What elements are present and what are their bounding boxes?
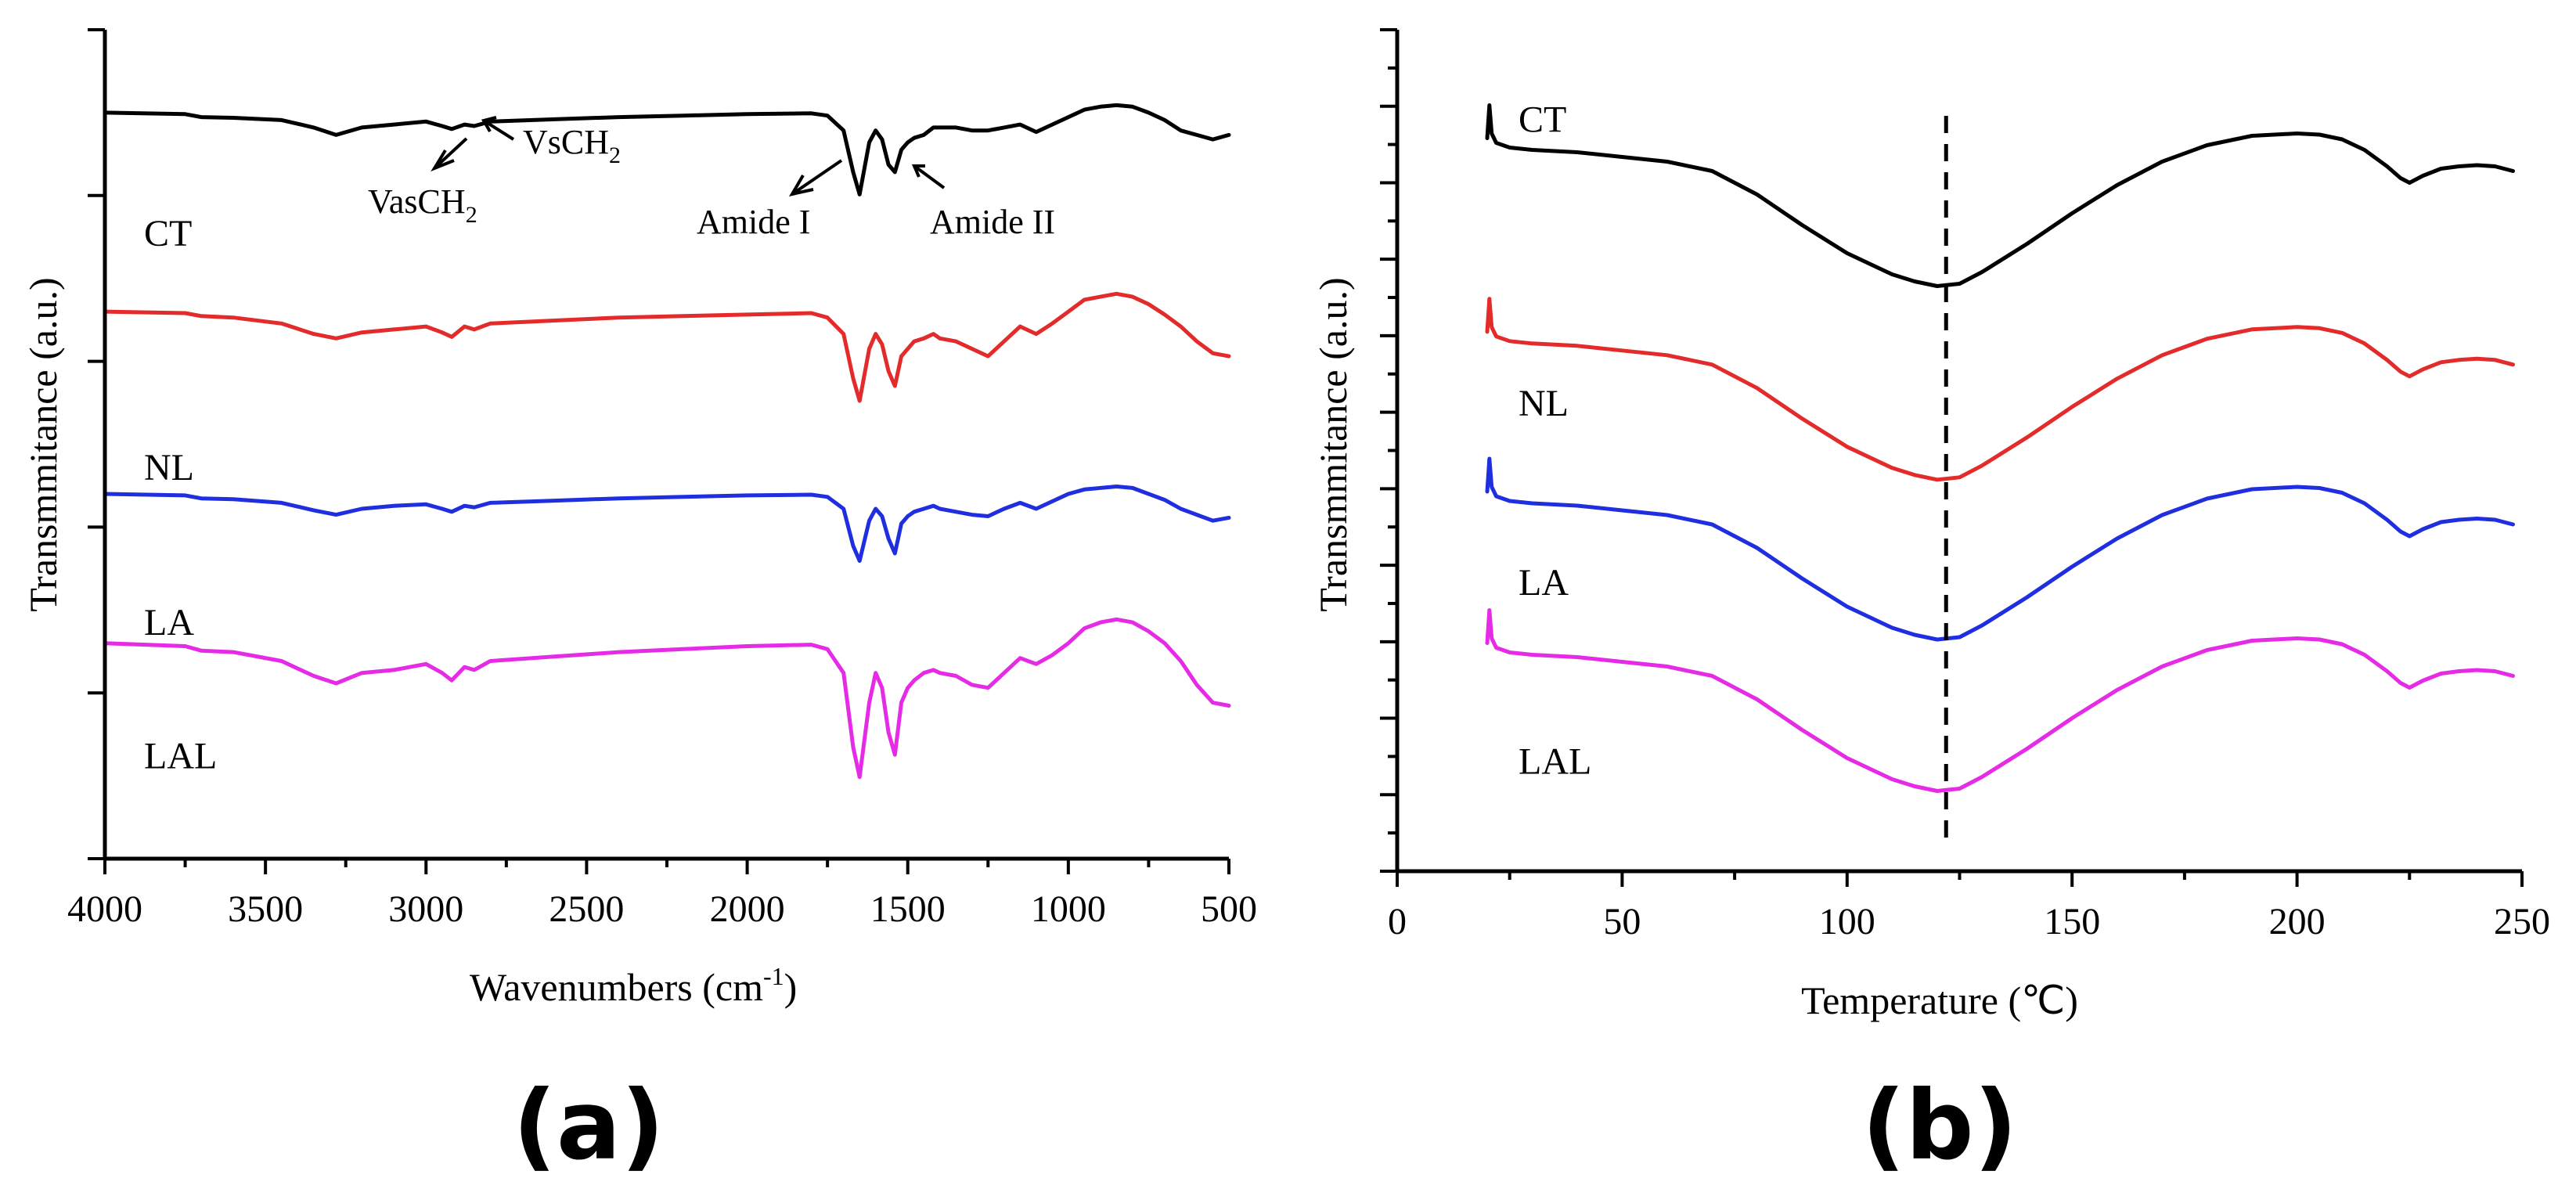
ftir-series-ct [103, 103, 1231, 196]
dsc-series-la [1485, 456, 2515, 642]
dsc-x-tick-label-0: 0 [1388, 901, 1407, 942]
arrow-amide-ii-head [911, 164, 925, 178]
dsc-series-ct [1485, 103, 2515, 288]
panel-label-a: (a) [513, 1070, 665, 1181]
dsc-label-la: LA [1519, 562, 1569, 604]
arrow-vsch2 [482, 119, 515, 141]
ftir-x-tick-label-3500: 3500 [228, 888, 303, 930]
dsc-label-ct: CT [1519, 99, 1566, 141]
ftir-y-ticks [88, 28, 105, 860]
ftir-x-tick-label-1500: 1500 [870, 888, 946, 930]
ftir-series-nl [103, 291, 1231, 403]
arrow-amide-i [791, 159, 843, 196]
dsc-series-labels: CT NL LA LAL [1519, 99, 1591, 783]
ftir-x-ticks: 4000 3500 3000 2500 2000 1500 1000 500 [67, 859, 1257, 930]
dsc-x-tick-label-100: 100 [1819, 901, 1875, 942]
ftir-x-tick-label-3000: 3000 [388, 888, 463, 930]
ftir-label-nl: NL [144, 447, 194, 488]
dsc-x-axis-title: Temperature (℃) [1801, 978, 2078, 1022]
dsc-label-nl: NL [1519, 383, 1569, 424]
dsc-series-nl [1485, 297, 2515, 482]
ftir-x-tick-label-4000: 4000 [67, 888, 142, 930]
arrow-amide-ii [913, 164, 946, 189]
ftir-panel: CT NL LA LAL 4000 3500 3000 2500 2000 1500 1000 50… [21, 28, 1257, 1181]
ftir-annotations: VasCH2 VsCH2 Amide I Amide II [368, 116, 1055, 241]
ftir-series-labels: CT NL LA LAL [144, 213, 217, 777]
ftir-x-tick-label-500: 500 [1201, 888, 1257, 930]
ftir-label-la: LA [144, 602, 194, 643]
dsc-x-ticks: 0 50 100 150 200 250 [1388, 871, 2550, 942]
arrow-amide-i-head [788, 174, 814, 196]
ftir-label-lal: LAL [144, 736, 217, 777]
dsc-series-group [1485, 103, 2515, 793]
dsc-series-lal [1485, 608, 2515, 793]
dsc-x-tick-label-200: 200 [2269, 901, 2326, 942]
annotation-vsch2: VsCH2 [523, 123, 621, 168]
annotation-vasch2: VasCH2 [368, 182, 477, 228]
arrow-vasch2-head [431, 149, 455, 172]
ftir-x-axis-title: Wavenumbers (cm-1) [470, 962, 797, 1009]
ftir-x-tick-label-1000: 1000 [1031, 888, 1106, 930]
ftir-x-tick-label-2000: 2000 [710, 888, 785, 930]
panel-label-b: (b) [1862, 1070, 2018, 1181]
dsc-label-lal: LAL [1519, 741, 1591, 783]
arrow-vsch2-head [481, 116, 497, 132]
annotation-amide-i: Amide I [697, 203, 810, 241]
ftir-series-la [103, 485, 1231, 563]
dsc-x-tick-label-50: 50 [1603, 901, 1641, 942]
dsc-x-tick-label-250: 250 [2494, 901, 2550, 942]
dsc-y-axis-title: Transmmitance (a.u.) [1311, 277, 1355, 611]
dsc-y-ticks [1380, 28, 1397, 873]
dsc-x-tick-label-150: 150 [2044, 901, 2100, 942]
annotation-amide-ii: Amide II [930, 203, 1055, 241]
dsc-panel: CT NL LA LAL 0 50 100 150 200 250 Temperature (℃… [1311, 28, 2550, 1181]
ftir-series-group [103, 103, 1231, 780]
ftir-label-ct: CT [144, 213, 192, 254]
arrow-vasch2 [433, 137, 468, 170]
ftir-x-tick-label-2500: 2500 [549, 888, 624, 930]
ftir-y-axis-title: Transmmitance (a.u.) [21, 277, 65, 611]
ftir-series-lal [103, 617, 1231, 780]
